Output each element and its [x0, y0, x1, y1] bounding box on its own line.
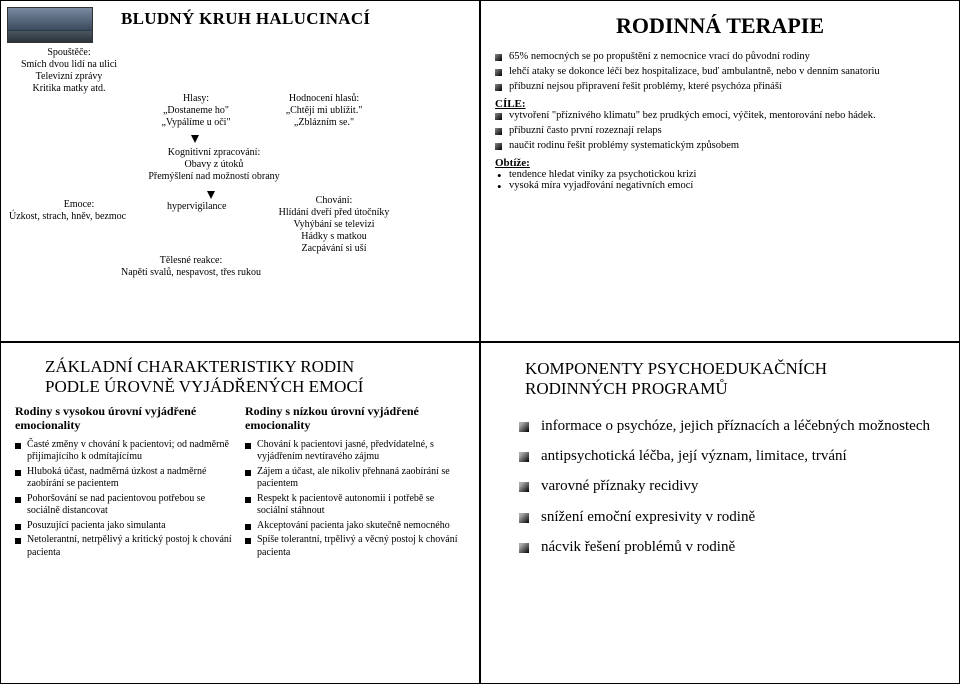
panel4-list: informace o psychóze, jejich příznacích …: [519, 416, 945, 557]
panel-vicious-cycle: BLUDNÝ KRUH HALUCINACÍ Spouštěče: Smích …: [0, 0, 480, 342]
list-item: příbuzní často první rozeznají relaps: [495, 125, 945, 136]
panel3-title: ZÁKLADNÍ CHARAKTERISTIKY RODIN PODLE ÚRO…: [45, 357, 465, 396]
panel2-title: RODINNÁ TERAPIE: [495, 13, 945, 39]
list-item: naučit rodinu řešit problémy systematick…: [495, 140, 945, 151]
panel3-columns: Rodiny s vysokou úrovní vyjádřené emocio…: [15, 404, 465, 561]
behavior-block: Chování: Hlídání dveří před útočníky Vyh…: [269, 195, 399, 255]
panel2-intro-list: 65% nemocných se po propuštění z nemocni…: [495, 51, 945, 92]
list-item: příbuzní nejsou připravení řešit problém…: [495, 81, 945, 92]
col-high-list: Časté změny v chování k pacientovi; od n…: [15, 439, 235, 560]
list-item: tendence hledat viníky za psychotickou k…: [495, 169, 945, 180]
list-item: vytvoření "příznivého klimatu" bez prudk…: [495, 110, 945, 121]
arrow-icon: [191, 135, 199, 143]
triggers-items: Smích dvou lidí na ulici Televizní zpráv…: [9, 59, 129, 95]
list-item: informace o psychóze, jejich příznacích …: [519, 416, 945, 436]
list-item: Chování k pacientovi jasné, předvídateln…: [245, 439, 465, 464]
col-low-title: Rodiny s nízkou úrovní vyjádřené emocion…: [245, 404, 465, 433]
triggers-block: Spouštěče: Smích dvou lidí na ulici Tele…: [9, 47, 129, 95]
difficulties-label: Obtíže:: [495, 157, 945, 169]
list-item: Akceptování pacienta jako skutečně nemoc…: [245, 520, 465, 533]
list-item: Hluboká účast, nadměrná úzkost a nadměrn…: [15, 466, 235, 491]
rating-items: „Chtějí mi ublížit." „Zblázním se.": [269, 105, 379, 129]
panel3-col-high: Rodiny s vysokou úrovní vyjádřené emocio…: [15, 404, 235, 561]
rating-label: Hodnocení hlasů:: [269, 93, 379, 105]
panel4-title-line2: RODINNÝCH PROGRAMŮ: [525, 379, 728, 398]
header-photo: [7, 7, 93, 43]
voices-block: Hlasy: „Dostaneme ho" „Vypálíme u oči": [151, 93, 241, 129]
voices-label: Hlasy:: [151, 93, 241, 105]
emotion-block: Emoce: Úzkost, strach, hněv, bezmoc: [9, 199, 149, 223]
list-item: Spíše tolerantní, trpělivý a věcný posto…: [245, 534, 465, 559]
panel1-title: BLUDNÝ KRUH HALUCINACÍ: [121, 9, 370, 29]
list-item: antipsychotická léčba, její význam, limi…: [519, 446, 945, 466]
triggers-label: Spouštěče:: [9, 47, 129, 59]
panel4-title-line1: KOMPONENTY PSYCHOEDUKAČNÍCH: [525, 359, 827, 378]
list-item: lehčí ataky se dokonce léčí bez hospital…: [495, 66, 945, 77]
panel4-title: KOMPONENTY PSYCHOEDUKAČNÍCH RODINNÝCH PR…: [525, 359, 945, 400]
behavior-items: Hlídání dveří před útočníky Vyhýbání se …: [269, 207, 399, 255]
panel3-title-line1: ZÁKLADNÍ CHARAKTERISTIKY RODIN: [45, 357, 354, 376]
list-item: Zájem a účast, ale nikoliv přehnaná zaob…: [245, 466, 465, 491]
list-item: 65% nemocných se po propuštění z nemocni…: [495, 51, 945, 62]
list-item: vysoká míra vyjadřování negativních emoc…: [495, 180, 945, 191]
list-item: nácvik řešení problémů v rodině: [519, 537, 945, 557]
arrow-icon: [207, 191, 215, 199]
emotion-items: Úzkost, strach, hněv, bezmoc: [9, 211, 149, 223]
body-block: Tělesné reakce: Napětí svalů, nespavost,…: [91, 255, 291, 279]
hypervigilance-label: hypervigilance: [167, 201, 226, 213]
rating-block: Hodnocení hlasů: „Chtějí mi ublížit." „Z…: [269, 93, 379, 129]
cognitive-label: Kognitivní zpracování:: [129, 147, 299, 159]
emotion-label: Emoce:: [9, 199, 149, 211]
col-high-title: Rodiny s vysokou úrovní vyjádřené emocio…: [15, 404, 235, 433]
list-item: Pohoršování se nad pacientovou potřebou …: [15, 493, 235, 518]
panel-family-therapy: RODINNÁ TERAPIE 65% nemocných se po prop…: [480, 0, 960, 342]
list-item: snížení emoční expresivity v rodině: [519, 507, 945, 527]
panel-program-components: KOMPONENTY PSYCHOEDUKAČNÍCH RODINNÝCH PR…: [480, 342, 960, 684]
col-low-list: Chování k pacientovi jasné, předvídateln…: [245, 439, 465, 560]
list-item: Respekt k pacientově autonomii i potřebě…: [245, 493, 465, 518]
panel2-diff-list: tendence hledat viníky za psychotickou k…: [495, 169, 945, 191]
body-items: Napětí svalů, nespavost, třes rukou: [91, 267, 291, 279]
cognitive-items: Obavy z útoků Přemýšlení nad možností ob…: [129, 159, 299, 183]
behavior-label: Chování:: [269, 195, 399, 207]
list-item: Časté změny v chování k pacientovi; od n…: [15, 439, 235, 464]
panel2-goals-list: vytvoření "příznivého klimatu" bez prudk…: [495, 110, 945, 151]
voices-items: „Dostaneme ho" „Vypálíme u oči": [151, 105, 241, 129]
goals-label: CÍLE:: [495, 98, 945, 110]
body-label: Tělesné reakce:: [91, 255, 291, 267]
panel-family-characteristics: ZÁKLADNÍ CHARAKTERISTIKY RODIN PODLE ÚRO…: [0, 342, 480, 684]
panel3-title-line2: PODLE ÚROVNĚ VYJÁDŘENÝCH EMOCÍ: [45, 377, 363, 396]
panel3-col-low: Rodiny s nízkou úrovní vyjádřené emocion…: [245, 404, 465, 561]
list-item: varovné příznaky recidivy: [519, 476, 945, 496]
cognitive-block: Kognitivní zpracování: Obavy z útoků Pře…: [129, 147, 299, 183]
list-item: Netolerantní, netrpělivý a kritický post…: [15, 534, 235, 559]
list-item: Posuzující pacienta jako simulanta: [15, 520, 235, 533]
